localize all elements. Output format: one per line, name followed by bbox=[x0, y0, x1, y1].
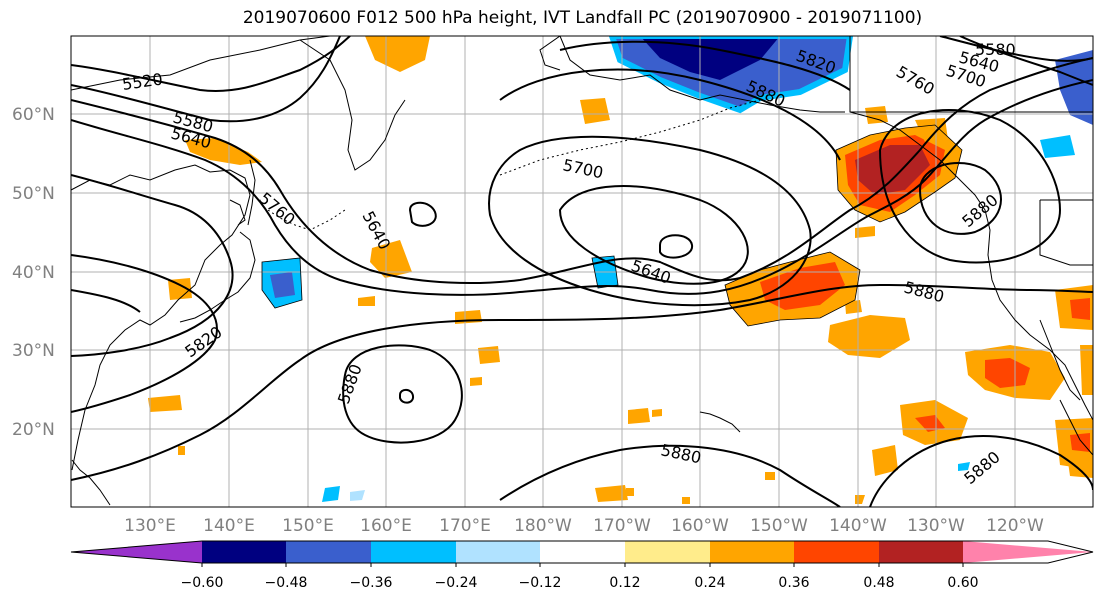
lon-label: 180°W bbox=[514, 516, 572, 536]
colorbar-ticks bbox=[201, 563, 964, 567]
colorbar: −0.60 −0.48 −0.36 −0.24 −0.12 0.12 0.24 … bbox=[70, 540, 1094, 591]
ivt-positive-shading bbox=[148, 36, 1093, 504]
lat-label-60n: 60°N bbox=[12, 105, 55, 125]
lon-label: 140°W bbox=[829, 516, 887, 536]
colorbar-segment bbox=[710, 541, 794, 563]
colorbar-segment bbox=[625, 541, 710, 563]
coastlines bbox=[71, 36, 1093, 506]
ivt-contour-lines bbox=[261, 124, 963, 327]
contour-label: 5580 bbox=[975, 40, 1016, 59]
lat-label-40n: 40°N bbox=[12, 263, 55, 283]
colorbar-tick-label: −0.48 bbox=[265, 575, 308, 591]
lon-label: 120°W bbox=[986, 516, 1044, 536]
lon-label: 170°W bbox=[593, 516, 651, 536]
colorbar-tick-label: −0.24 bbox=[435, 575, 478, 591]
lon-label: 140°E bbox=[203, 516, 255, 536]
lon-label: 130°W bbox=[907, 516, 965, 536]
lon-label: 150°E bbox=[282, 516, 334, 536]
latitude-labels: 60°N 50°N 40°N 30°N 20°N bbox=[12, 105, 55, 440]
colorbar-segment bbox=[286, 541, 371, 563]
lon-label: 130°E bbox=[124, 516, 176, 536]
ivt-negative-shading bbox=[262, 36, 1093, 502]
colorbar-segment bbox=[71, 541, 202, 563]
map-frame bbox=[70, 35, 1094, 508]
lat-label-30n: 30°N bbox=[12, 341, 55, 361]
colorbar-tick-label: −0.36 bbox=[350, 575, 393, 591]
plot-title: 2019070600 F012 500 hPa height, IVT Land… bbox=[242, 8, 923, 28]
colorbar-segments bbox=[70, 540, 1094, 564]
colorbar-segment bbox=[879, 541, 963, 563]
lat-label-20n: 20°N bbox=[12, 420, 55, 440]
colorbar-tick-label: 0.24 bbox=[694, 575, 725, 591]
colorbar-segment bbox=[963, 541, 1093, 563]
colorbar-segment bbox=[540, 541, 625, 563]
height-contours bbox=[71, 36, 1093, 507]
lon-label: 150°W bbox=[750, 516, 808, 536]
colorbar-segment bbox=[202, 541, 286, 563]
lon-label: 170°E bbox=[439, 516, 491, 536]
colorbar-tick-label: 0.48 bbox=[863, 575, 894, 591]
colorbar-tick-label: 0.60 bbox=[947, 575, 978, 591]
colorbar-tick-label: 0.12 bbox=[609, 575, 640, 591]
colorbar-tick-label: −0.60 bbox=[181, 575, 224, 591]
colorbar-tick-label: 0.36 bbox=[778, 575, 809, 591]
graticule bbox=[71, 36, 1093, 507]
longitude-labels: 130°E 140°E 150°E 160°E 170°E 180°W 170°… bbox=[124, 516, 1044, 536]
colorbar-segment bbox=[456, 541, 540, 563]
lat-label-50n: 50°N bbox=[12, 184, 55, 204]
colorbar-tick-label: −0.12 bbox=[519, 575, 562, 591]
colorbar-segment bbox=[371, 541, 456, 563]
lon-label: 160°W bbox=[671, 516, 729, 536]
colorbar-segment bbox=[794, 541, 879, 563]
lon-label: 160°E bbox=[360, 516, 412, 536]
